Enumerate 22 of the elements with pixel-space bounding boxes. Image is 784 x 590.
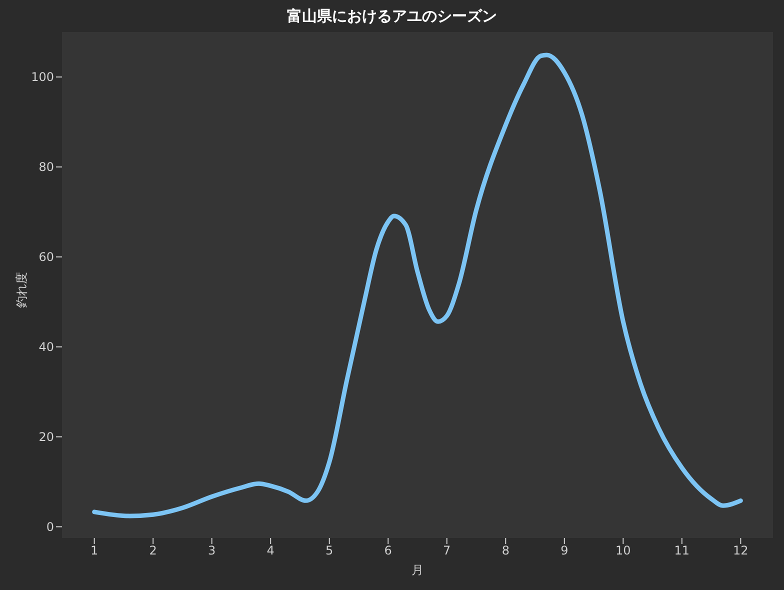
x-tick-label: 4 <box>266 544 274 558</box>
x-tick-label: 10 <box>616 544 631 558</box>
x-tick-label: 6 <box>384 544 392 558</box>
x-tick-label: 5 <box>326 544 334 558</box>
y-tick-label: 20 <box>38 430 54 444</box>
y-tick-label: 100 <box>31 70 54 84</box>
y-tick-label: 60 <box>38 250 54 264</box>
x-tick-label: 2 <box>149 544 157 558</box>
x-tick-label: 12 <box>733 544 748 558</box>
line-series <box>92 52 743 518</box>
chart-title: 富山県におけるアユのシーズン <box>286 7 498 26</box>
x-axis-title: 月 <box>410 562 424 579</box>
x-tick-label: 7 <box>443 544 451 558</box>
y-axis-title: 釣れ度 <box>14 272 30 308</box>
y-tick-label: 40 <box>38 340 54 354</box>
x-tick-label: 8 <box>502 544 510 558</box>
x-tick-label: 3 <box>208 544 216 558</box>
x-tick-label: 9 <box>560 544 568 558</box>
x-tick-label: 11 <box>674 544 690 558</box>
y-tick-label: 0 <box>46 520 54 534</box>
x-tick-label: 1 <box>90 544 98 558</box>
y-tick-label: 80 <box>38 160 54 174</box>
